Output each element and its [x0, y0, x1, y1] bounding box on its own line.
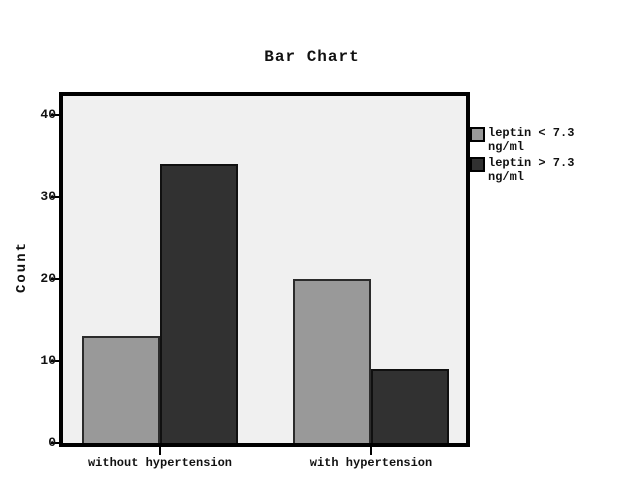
y-tick-mark-40	[51, 114, 60, 116]
y-tick-label-10: 10	[40, 353, 56, 368]
y-tick-label-30: 30	[40, 189, 56, 204]
legend-label-2: leptin > 7.3 ng/ml	[488, 156, 575, 184]
x-tick-mark-2	[370, 447, 372, 455]
y-tick-mark-0	[51, 442, 60, 444]
legend-swatch-2	[470, 157, 485, 172]
x-tick-mark-1	[159, 447, 161, 455]
chart-title: Bar Chart	[264, 48, 360, 66]
bar-with-hypertension-leptin-7.3-ng-ml	[371, 369, 449, 443]
legend-label-1: leptin < 7.3 ng/ml	[488, 126, 575, 154]
y-tick-label-20: 20	[40, 271, 56, 286]
legend: leptin < 7.3 ng/ml leptin > 7.3 ng/ml	[470, 126, 574, 186]
bar-with-hypertension-leptin-7.3-ng-ml	[293, 279, 371, 443]
plot-area	[59, 92, 470, 447]
y-tick-label-40: 40	[40, 107, 56, 122]
legend-entry-2: leptin > 7.3 ng/ml	[470, 156, 574, 184]
y-tick-label-0: 0	[48, 435, 56, 450]
bar-without-hypertension-leptin-7.3-ng-ml	[82, 336, 160, 443]
x-category-label-1: without hypertension	[87, 456, 233, 470]
legend-swatch-1	[470, 127, 485, 142]
y-tick-mark-30	[51, 196, 60, 198]
y-tick-mark-20	[51, 278, 60, 280]
x-category-label-2: with hypertension	[309, 456, 433, 470]
bar-without-hypertension-leptin-7.3-ng-ml	[160, 164, 238, 443]
y-tick-mark-10	[51, 360, 60, 362]
legend-entry-1: leptin < 7.3 ng/ml	[470, 126, 574, 154]
